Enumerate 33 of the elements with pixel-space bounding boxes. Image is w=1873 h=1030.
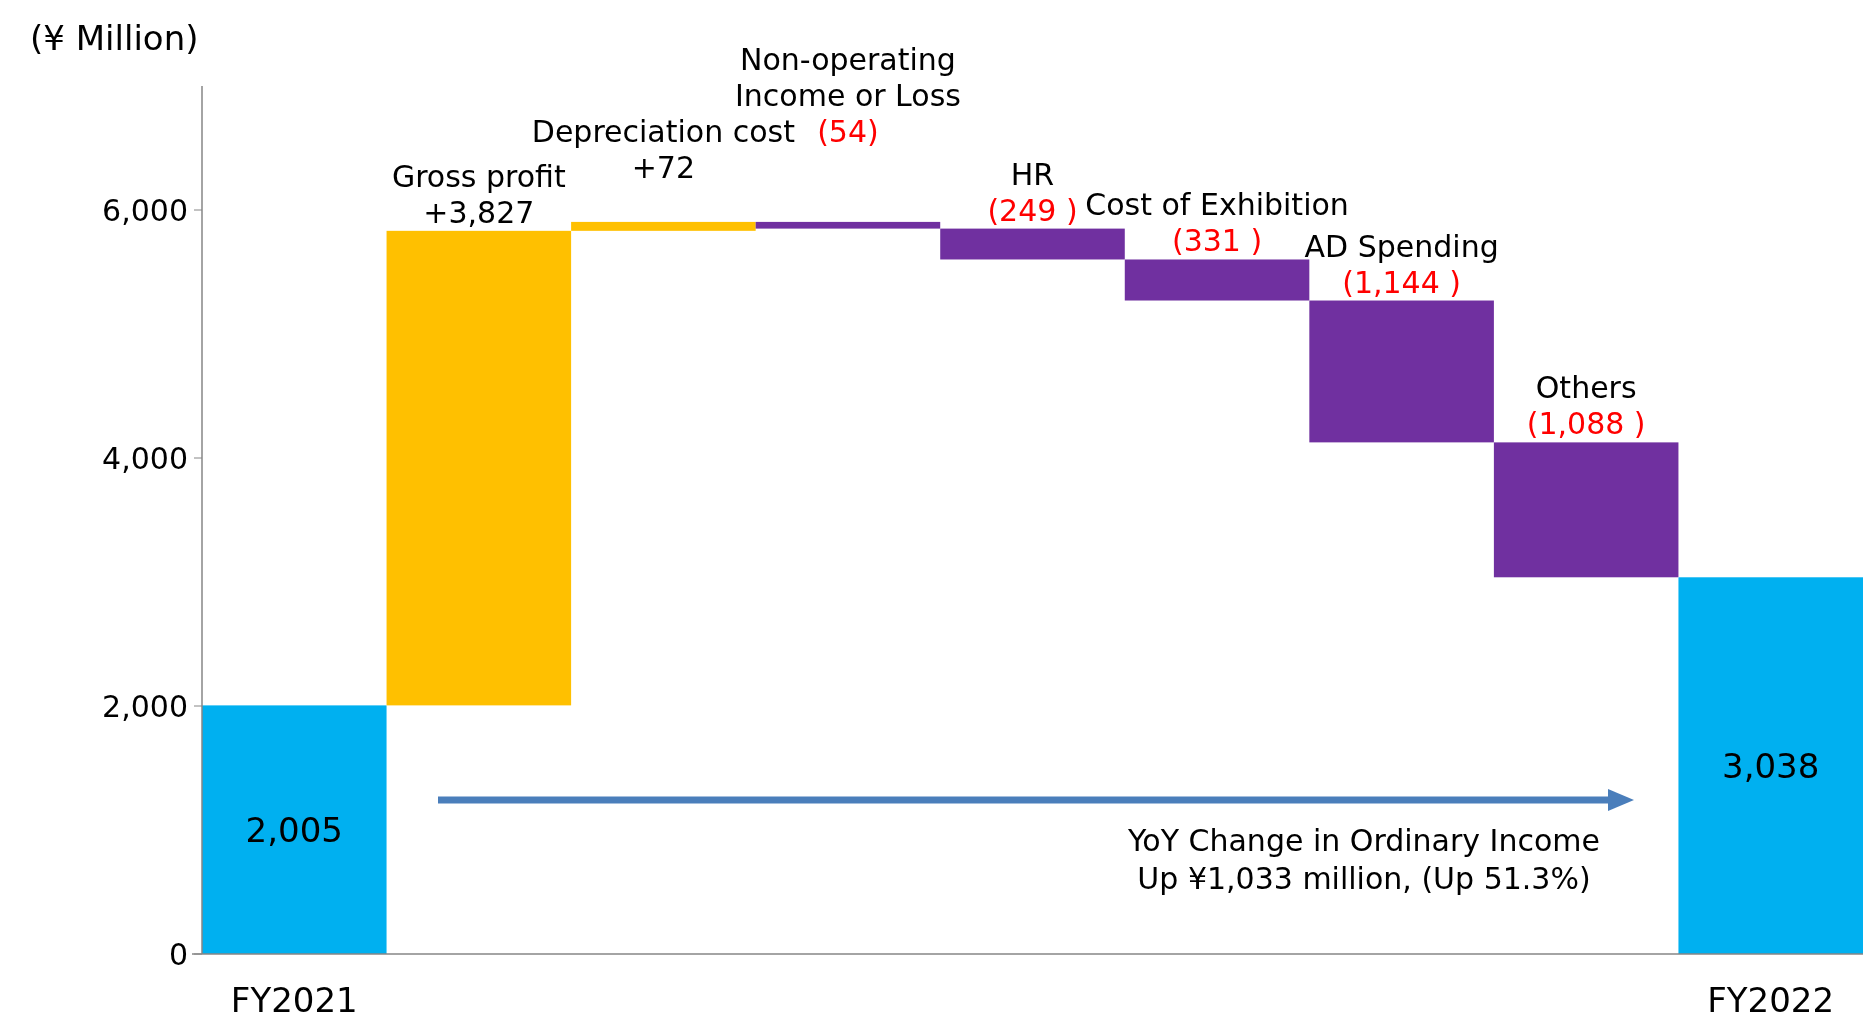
x-tick-label: Cost of Exhibition bbox=[1085, 187, 1349, 223]
bar bbox=[1493, 442, 1679, 578]
data-label: 3,038 bbox=[1722, 745, 1820, 786]
x-tick-label: FY2022 bbox=[1707, 980, 1835, 1020]
x-tick-label: Gross profit bbox=[391, 158, 566, 194]
bar bbox=[202, 705, 387, 954]
data-label: (249 ) bbox=[987, 192, 1078, 228]
x-tick-label: HR bbox=[1010, 156, 1055, 192]
bar bbox=[386, 230, 572, 706]
data-label: +72 bbox=[631, 149, 696, 185]
y-tick-label: 0 bbox=[168, 936, 188, 972]
bar bbox=[755, 221, 941, 229]
data-label: +3,827 bbox=[423, 194, 535, 230]
annotation: YoY Change in Ordinary Income Up ¥1,033 million, (Up 51.3%) bbox=[1126, 823, 1601, 896]
x-tick-label: Others bbox=[1535, 370, 1637, 406]
x-tick-label: Depreciation cost bbox=[531, 113, 796, 149]
y-tick-label: 2,000 bbox=[102, 688, 188, 724]
x-tick-label: AD Spending bbox=[1304, 228, 1499, 264]
data-label: (331 ) bbox=[1171, 223, 1263, 259]
y-tick-label: 4,000 bbox=[102, 440, 188, 476]
x-tick-label: Non-operating Income or Loss bbox=[734, 41, 961, 113]
data-label: (1,088 ) bbox=[1526, 406, 1646, 442]
bar bbox=[1124, 259, 1310, 301]
y-axis-title: (¥ Million) bbox=[30, 18, 199, 58]
bar bbox=[1678, 577, 1863, 954]
x-tick-label: FY2021 bbox=[230, 980, 358, 1020]
data-label: 2,005 bbox=[245, 809, 343, 850]
bar bbox=[571, 221, 756, 231]
bar bbox=[940, 228, 1125, 260]
y-tick-label: 6,000 bbox=[102, 192, 188, 228]
bar bbox=[1309, 300, 1494, 443]
data-label: (54) bbox=[817, 113, 879, 149]
data-label: (1,144 ) bbox=[1342, 264, 1462, 300]
